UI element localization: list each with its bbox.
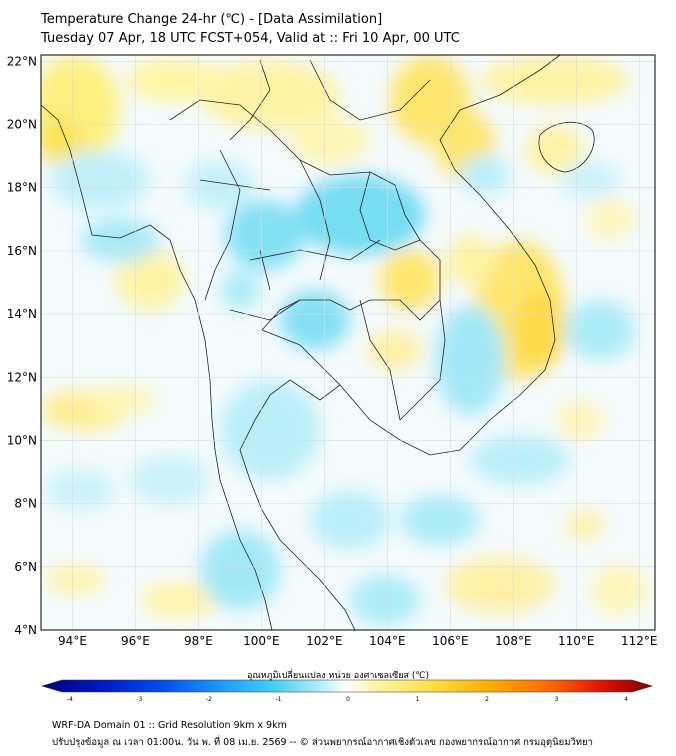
lon-label: 100°E <box>243 634 280 648</box>
colorbar-tick-label: -3 <box>137 696 143 703</box>
colorbar-tick-label: 4 <box>624 696 628 703</box>
lon-label: 102°E <box>306 634 343 648</box>
colorbar-tick-label: -4 <box>67 696 73 703</box>
map-title: Temperature Change 24-hr (℃) - [Data Ass… <box>41 12 383 27</box>
latitude-labels: 22°N 20°N 18°N 16°N 14°N 12°N 10°N 8°N 6°N 4°N <box>7 54 37 637</box>
lat-label: 18°N <box>7 181 37 195</box>
lat-label: 12°N <box>7 370 37 384</box>
footer-model-info: WRF-DA Domain 01 :: Grid Resolution 9km … <box>52 720 287 731</box>
temperature-field <box>41 55 655 630</box>
colorbar: -4 -3 -2 -1 0 1 2 3 4 <box>40 679 654 703</box>
lat-label: 22°N <box>7 54 37 68</box>
lat-label: 16°N <box>7 244 37 258</box>
lon-label: 108°E <box>495 634 532 648</box>
lon-label: 106°E <box>432 634 469 648</box>
map-subtitle: Tuesday 07 Apr, 18 UTC FCST+054, Valid a… <box>41 31 460 46</box>
footer-credits: ปรับปรุงข้อมูล ณ เวลา 01:00น. วัน พ. ที่… <box>52 737 593 748</box>
graticule <box>41 55 655 630</box>
lon-label: 110°E <box>558 634 595 648</box>
colorbar-tick-label: 3 <box>555 696 559 703</box>
lon-label: 104°E <box>369 634 406 648</box>
colorbar-tick-label: 1 <box>416 696 420 703</box>
colorbar-title: อุณหภูมิเปลี่ยนแปลง หน่วย องศาเซลเซียส (… <box>246 671 430 681</box>
lat-label: 6°N <box>14 560 37 574</box>
colorbar-tick-label: -2 <box>206 696 212 703</box>
lat-label: 14°N <box>7 307 37 321</box>
colorbar-tick-label: 2 <box>485 696 489 703</box>
longitude-labels: 94°E 96°E 98°E 100°E 102°E 104°E 106°E 108°E 110… <box>58 634 657 648</box>
lat-label: 10°N <box>7 433 37 447</box>
lat-label: 8°N <box>14 497 37 511</box>
coastline-lines <box>41 55 595 630</box>
lon-label: 98°E <box>184 634 213 648</box>
map-frame <box>40 54 656 631</box>
colorbar-ticks: -4 -3 -2 -1 0 1 2 3 4 <box>67 696 628 703</box>
lon-label: 94°E <box>58 634 87 648</box>
colorbar-tick-label: 0 <box>346 696 350 703</box>
lat-label: 20°N <box>7 118 37 132</box>
lat-label: 4°N <box>14 623 37 637</box>
lon-label: 96°E <box>121 634 150 648</box>
lon-label: 112°E <box>621 634 658 648</box>
colorbar-tick-label: -1 <box>276 696 282 703</box>
colorbar-gradient <box>40 679 654 693</box>
